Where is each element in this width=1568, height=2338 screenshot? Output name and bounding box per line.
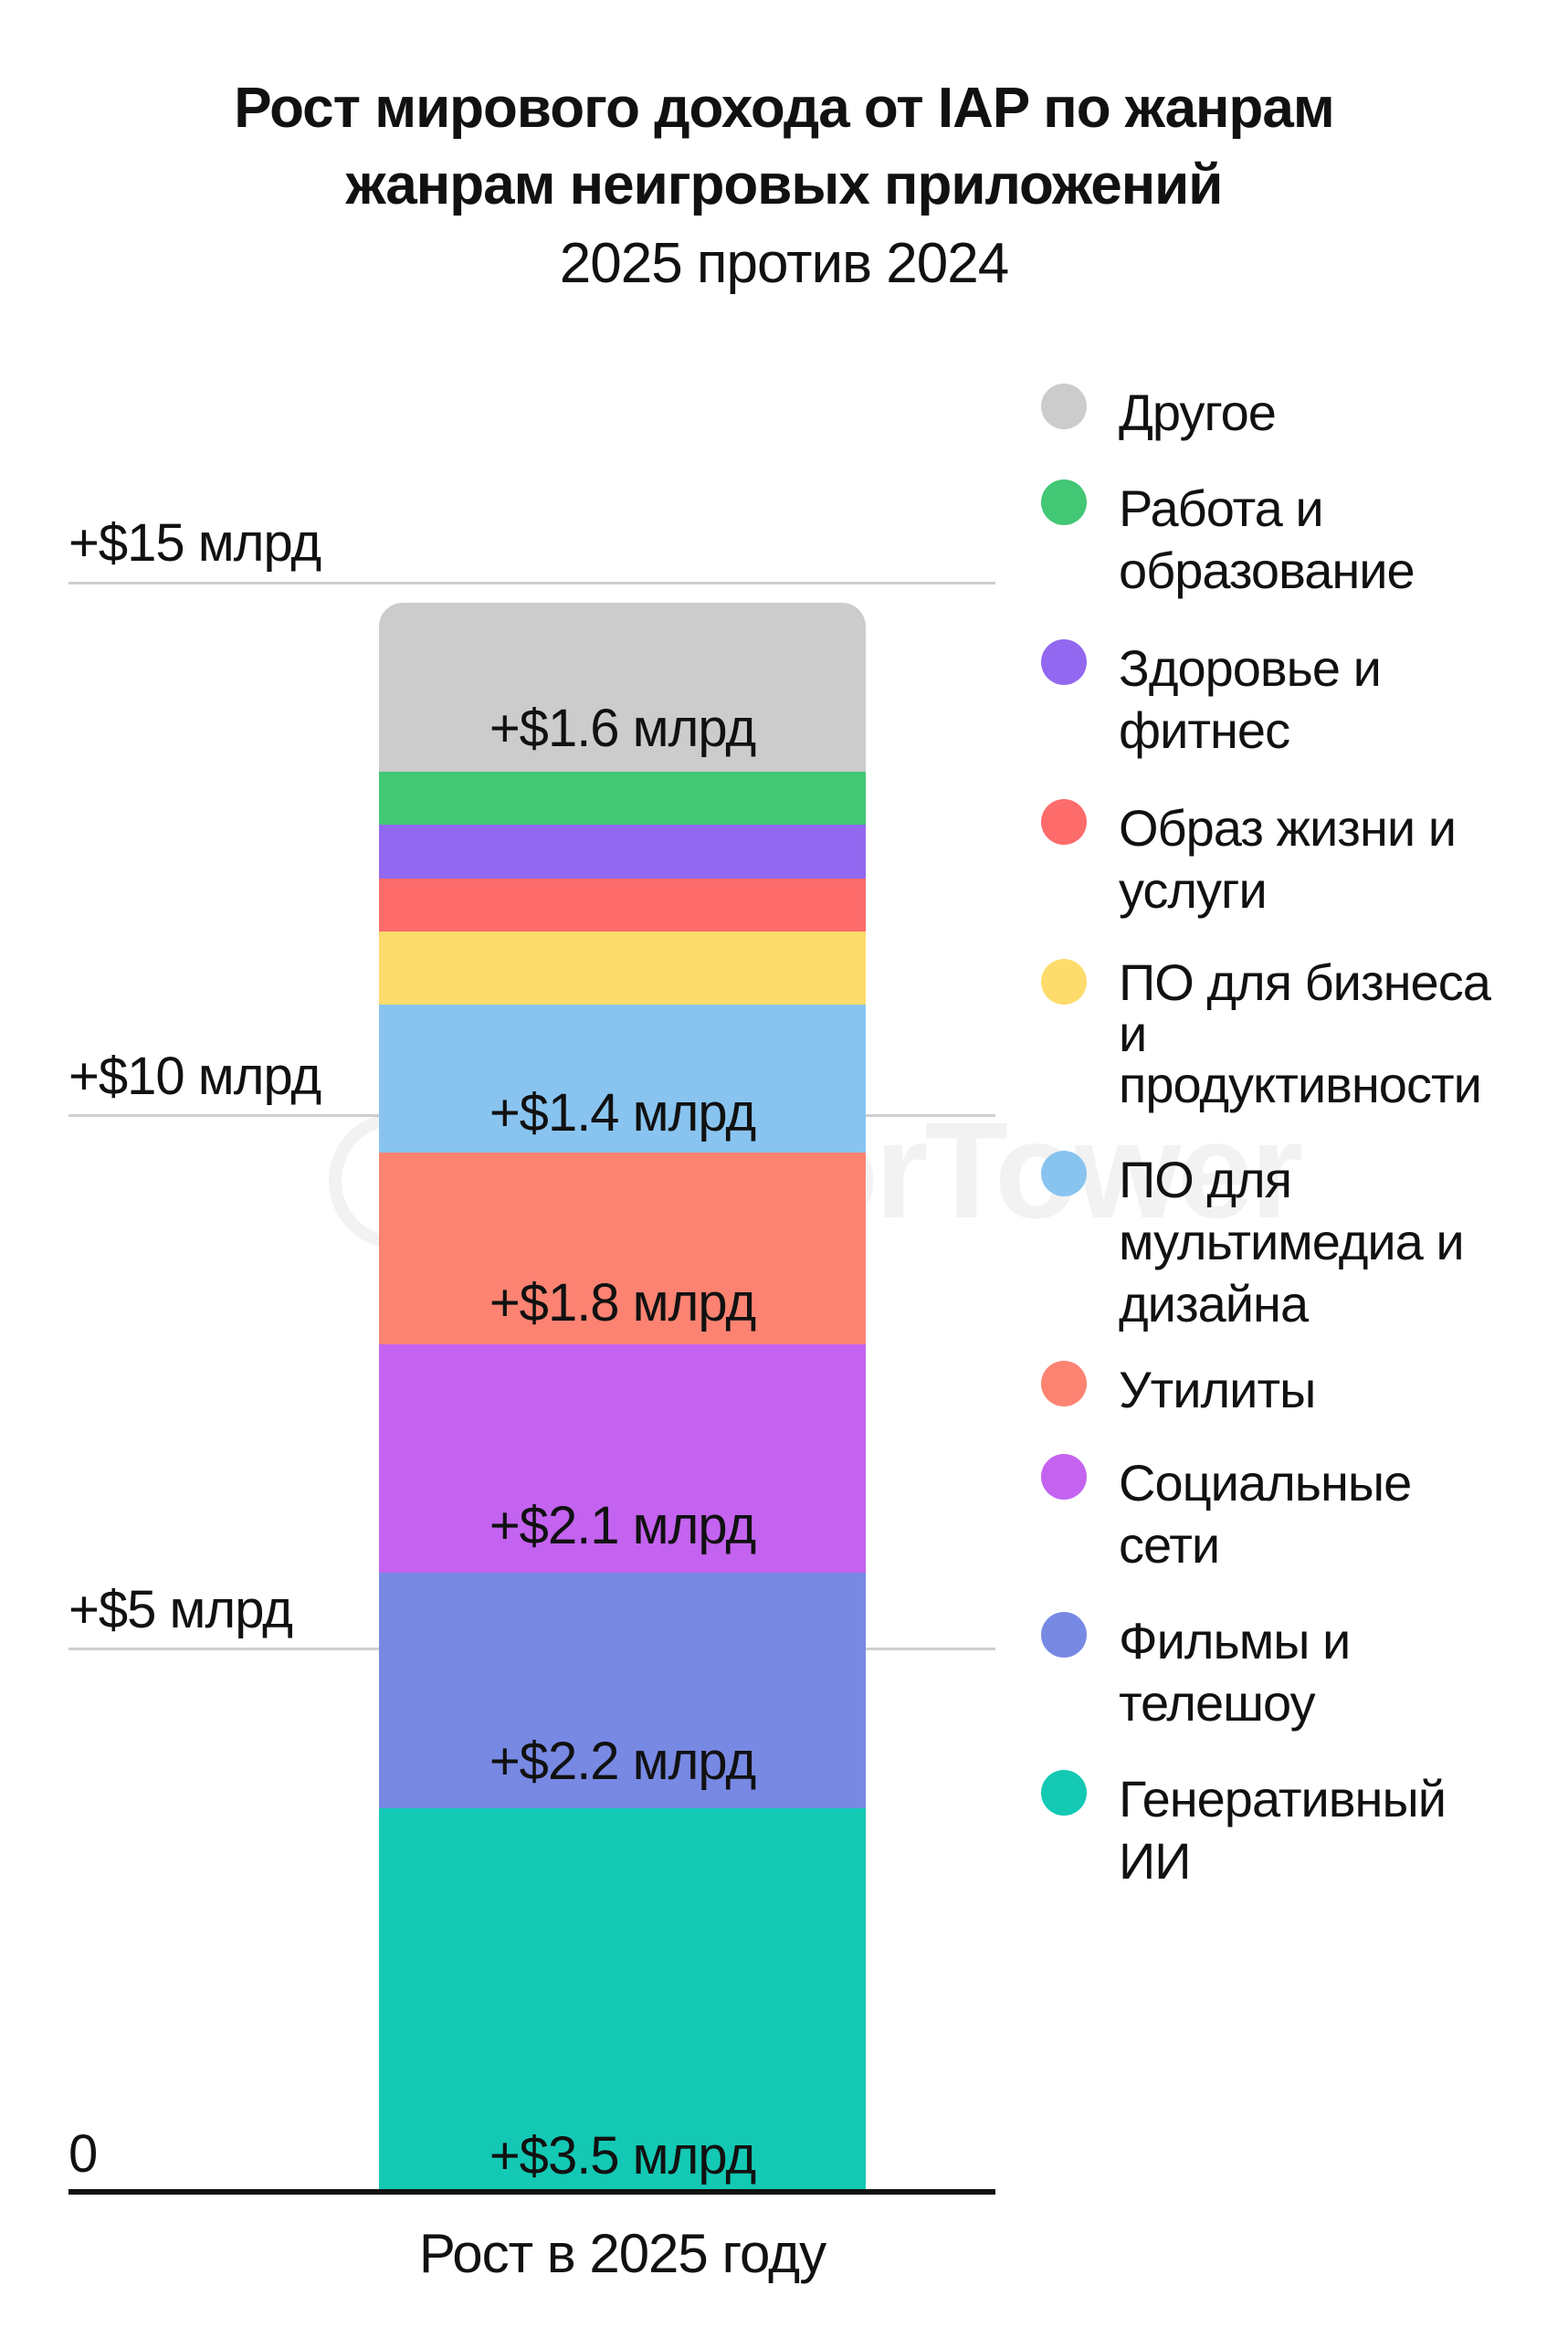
legend-label: Работа и образование [1119,479,1415,599]
segment-value-label: +$1.6 млрд [489,699,756,758]
segment-health-fitness[interactable] [379,825,866,879]
segment-business-productivity[interactable] [379,932,866,1005]
legend-label: Генеративный ИИ [1119,1770,1447,1890]
y-tick-label-15: +$15 млрд [68,513,321,573]
legend-dot-icon [1041,1612,1087,1658]
legend-dot-icon [1041,1151,1087,1196]
legend-label: Социальные сети [1119,1454,1412,1574]
legend-dot-icon [1041,1770,1087,1816]
segment-value-label: +$2.1 млрд [489,1496,756,1555]
legend-dot-icon [1041,799,1087,845]
chart-subtitle: 2025 против 2024 [559,232,1009,295]
legend-dot-icon [1041,479,1087,525]
segment-social[interactable]: +$2.1 млрд [379,1344,866,1573]
legend-label: ПО для бизнеса и продуктивности [1119,953,1491,1113]
legend-label: Здоровье и фитнес [1119,639,1382,759]
legend-label: Образ жизни и услуги [1119,799,1457,919]
stacked-bar[interactable]: +$3.5 млрд +$2.2 млрд +$2.1 млрд +$1.8 м… [379,603,866,2192]
legend-label: Фильмы и телешоу [1119,1612,1351,1732]
segment-other[interactable]: +$1.6 млрд [379,603,866,772]
segment-value-label: +$1.4 млрд [489,1083,756,1143]
gridline-15 [68,582,995,584]
legend-label: Утилиты [1119,1361,1316,1418]
legend-dot-icon [1041,959,1087,1005]
x-axis-baseline [68,2189,995,2195]
segment-generative-ai[interactable]: +$3.5 млрд [379,1808,866,2192]
segment-value-label: +$1.8 млрд [489,1273,756,1332]
y-tick-label-10: +$10 млрд [68,1047,321,1106]
segment-multimedia-design[interactable]: +$1.4 млрд [379,1005,866,1153]
legend-label: ПО для мультимедиа и дизайна [1119,1151,1465,1332]
legend-dot-icon [1041,639,1087,685]
legend-dot-icon [1041,1454,1087,1500]
segment-work-education[interactable] [379,772,866,825]
chart-title-line2: жанрам неигровых приложений [345,153,1224,216]
y-tick-label-0: 0 [68,2124,98,2184]
segment-value-label: +$2.2 млрд [489,1732,756,1791]
segment-lifestyle[interactable] [379,879,866,932]
legend-dot-icon [1041,384,1087,429]
x-axis-label: Рост в 2025 году [418,2223,826,2284]
legend-label: Другое [1119,384,1277,441]
segment-movies-tv[interactable]: +$2.2 млрд [379,1573,866,1808]
segment-value-label: +$3.5 млрд [489,2126,756,2185]
y-tick-label-5: +$5 млрд [68,1580,293,1639]
segment-utilities[interactable]: +$1.8 млрд [379,1153,866,1344]
legend-dot-icon [1041,1361,1087,1406]
chart-title-line1: Рост мирового дохода от IAP по жанрам [234,77,1334,140]
